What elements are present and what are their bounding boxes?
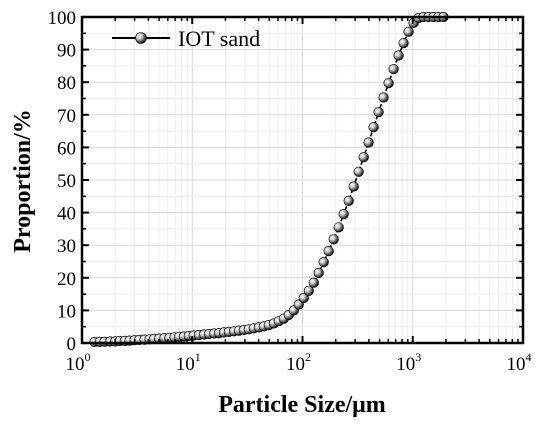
data-point [338,209,349,220]
x-tick-label: 103 [396,350,421,375]
y-tick-label: 10 [57,301,76,322]
y-tick-label: 0 [67,334,77,355]
y-tick-label: 40 [57,204,76,225]
data-point [313,267,324,279]
data-point [343,195,354,206]
data-point [358,152,369,163]
data-point [308,277,319,288]
y-tick-label: 20 [57,269,76,290]
data-point [403,26,414,37]
data-point [388,64,399,75]
legend-marker [135,32,147,44]
x-axis-title: Particle Size/μm [218,392,386,418]
data-point [393,50,404,61]
data-point [303,285,314,296]
tick-labels: 100 101 102 103 104 0 10 20 30 40 50 60 70 80 90 100 [48,8,532,375]
x-tick-label: 102 [286,350,311,375]
grid [82,17,523,343]
y-axis-title: Proportion/% [10,109,36,253]
x-tick-label: 100 [66,350,91,375]
data-point [353,166,364,177]
data-point [318,257,329,268]
data-point [398,37,409,49]
data-point [323,246,334,257]
axes [80,15,525,345]
data-point [298,292,309,304]
y-tick-label: 80 [57,73,76,94]
x-tick-label: 104 [507,350,532,375]
data-point [348,181,359,192]
y-tick-label: 60 [57,138,76,159]
x-tick-label: 101 [176,350,201,375]
legend-label: IOT sand [178,26,260,51]
y-tick-label: 30 [57,236,76,257]
data-point [378,92,389,103]
legend: IOT sand [112,26,260,51]
y-tick-label: 100 [48,8,77,29]
data-series [89,11,449,348]
data-point [368,122,379,133]
data-point [333,222,344,233]
y-tick-label: 70 [57,106,76,127]
y-tick-label: 90 [57,41,76,62]
y-tick-label: 50 [57,171,76,192]
data-point [383,78,394,89]
data-point [363,137,374,148]
data-point [328,234,339,245]
data-point [373,107,384,118]
